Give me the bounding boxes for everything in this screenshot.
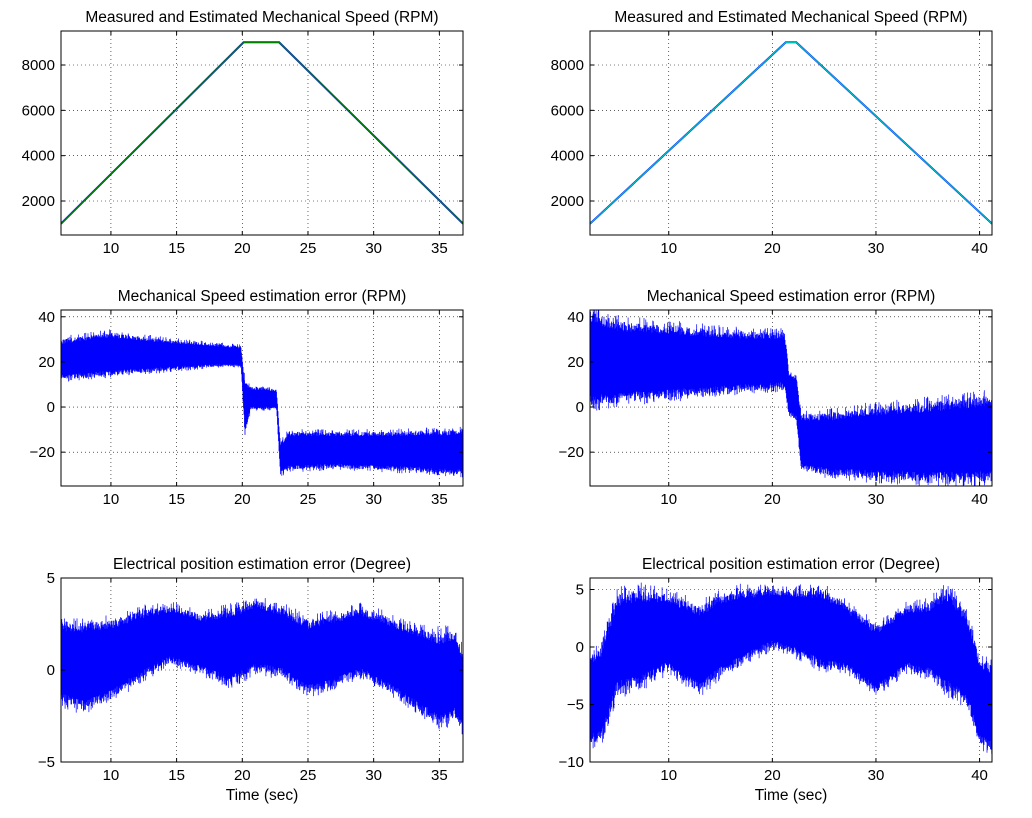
x-axis-label: Time (sec): [755, 787, 828, 804]
axes-box: [589, 309, 993, 487]
series-group: [590, 582, 992, 754]
y-tick-label: 4000: [551, 148, 584, 165]
x-tick-label: 10: [660, 767, 677, 784]
x-axis-label: Time (sec): [226, 787, 299, 804]
series-noise-spikes: [592, 582, 992, 754]
y-tick-label: 6000: [551, 102, 584, 119]
x-tick-label: 40: [971, 240, 988, 257]
x-tick-label: 35: [431, 240, 448, 257]
y-tick-label: 0: [47, 399, 55, 416]
y-tick-label: 0: [576, 399, 584, 416]
x-tick-label: 30: [365, 491, 382, 508]
x-tick-label: 20: [764, 767, 781, 784]
x-tick-label: 20: [234, 240, 251, 257]
subplot-title: Measured and Estimated Mechanical Speed …: [85, 9, 438, 26]
y-tick-label: 0: [576, 639, 584, 656]
series-noise-band: [61, 600, 463, 733]
x-tick-label: 25: [300, 767, 317, 784]
y-tick-label: −5: [38, 754, 55, 771]
y-tick-label: −20: [30, 444, 55, 461]
subplot-title: Mechanical Speed estimation error (RPM): [647, 288, 936, 305]
subplot-position-right: 10 20 30 40 −10 −5 0 5 Electrical position estim…: [559, 556, 993, 804]
y-tick-label: 8000: [551, 57, 584, 74]
subplot-error-left: 10 15 20 25 30 35 −20 0 20 40 Mechanical Speed est…: [30, 288, 464, 508]
series-noise-spikes: [67, 329, 463, 478]
x-tick-label: 30: [868, 491, 885, 508]
x-tick-label: 30: [365, 240, 382, 257]
x-tick-label: 10: [103, 767, 120, 784]
x-tick-label: 10: [103, 240, 120, 257]
subplot-speed-left: 10 15 20 25 30 35 2000 4000 6000 8000 Measured and…: [22, 9, 464, 257]
x-tick-label: 10: [660, 491, 677, 508]
series-group: [590, 41, 992, 225]
x-tick-label: 15: [168, 240, 185, 257]
y-tick-label: −10: [559, 754, 584, 771]
x-tick-label: 15: [168, 491, 185, 508]
y-tick-label: 40: [567, 309, 584, 326]
x-tick-label: 30: [868, 767, 885, 784]
y-tick-label: 20: [567, 354, 584, 371]
y-tick-label: 5: [47, 570, 55, 587]
x-tick-label: 35: [431, 491, 448, 508]
axes-box: [60, 309, 464, 487]
series-group: [61, 598, 463, 735]
axes-box: [589, 30, 993, 236]
x-tick-label: 20: [234, 767, 251, 784]
series-noise-band: [61, 333, 463, 475]
subplot-title: Electrical position estimation error (De…: [642, 556, 940, 573]
x-tick-label: 15: [168, 767, 185, 784]
y-tick-label: 0: [47, 662, 55, 679]
y-tick-label: 4000: [22, 148, 55, 165]
x-tick-label: 25: [300, 491, 317, 508]
subplot-title: Mechanical Speed estimation error (RPM): [118, 288, 407, 305]
y-tick-label: 2000: [22, 193, 55, 210]
y-tick-label: 5: [576, 582, 584, 599]
y-tick-label: 20: [38, 354, 55, 371]
y-tick-label: −20: [559, 444, 584, 461]
subplot-title: Electrical position estimation error (De…: [113, 556, 411, 573]
x-tick-label: 10: [660, 240, 677, 257]
subplot-error-right: 10 20 30 40 −20 0 20 40 Mechanical Speed estimat…: [559, 288, 993, 508]
series-line: [61, 41, 463, 225]
subplot-title: Measured and Estimated Mechanical Speed …: [614, 9, 967, 26]
axes-box: [589, 577, 993, 763]
axes-box: [60, 30, 464, 236]
subplot-position-left: 10 15 20 25 30 35 −5 0 5 Electrical position esti…: [38, 556, 464, 804]
series-group: [590, 310, 992, 486]
series-group: [61, 329, 463, 478]
x-tick-label: 40: [971, 491, 988, 508]
series-noise-spikes: [592, 310, 986, 486]
x-tick-label: 40: [971, 767, 988, 784]
x-tick-label: 30: [365, 767, 382, 784]
y-tick-label: −5: [567, 697, 584, 714]
x-tick-label: 30: [868, 240, 885, 257]
series-line: [590, 41, 992, 225]
series-group: [61, 41, 463, 225]
x-tick-label: 35: [431, 767, 448, 784]
y-tick-label: 6000: [22, 102, 55, 119]
subplot-speed-right: 10 20 30 40 2000 4000 6000 8000 Measured and Est…: [551, 9, 993, 257]
series-noise-band: [590, 589, 992, 750]
x-tick-label: 20: [764, 240, 781, 257]
y-tick-label: 2000: [551, 193, 584, 210]
x-tick-label: 10: [103, 491, 120, 508]
x-tick-label: 20: [234, 491, 251, 508]
series-noise-spikes: [61, 598, 463, 735]
x-tick-label: 20: [764, 491, 781, 508]
series-noise-band: [590, 311, 992, 482]
x-tick-label: 25: [300, 240, 317, 257]
y-tick-label: 8000: [22, 57, 55, 74]
y-tick-label: 40: [38, 309, 55, 326]
